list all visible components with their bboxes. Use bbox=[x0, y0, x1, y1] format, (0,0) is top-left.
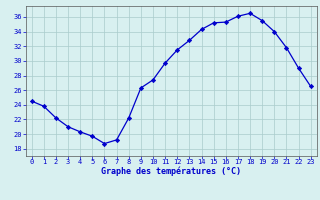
X-axis label: Graphe des températures (°C): Graphe des températures (°C) bbox=[101, 167, 241, 176]
